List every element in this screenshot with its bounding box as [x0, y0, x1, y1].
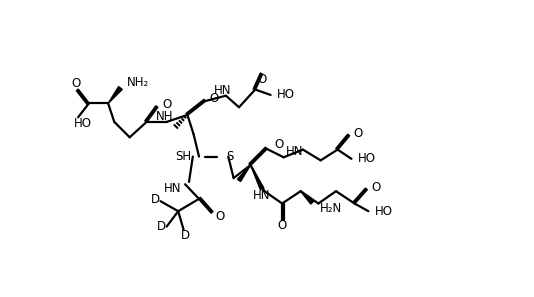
- Text: O: O: [71, 77, 81, 90]
- Text: O: O: [274, 138, 284, 151]
- Polygon shape: [250, 165, 264, 190]
- Text: D: D: [151, 193, 160, 206]
- Text: D: D: [156, 220, 166, 233]
- Text: HO: HO: [358, 152, 375, 165]
- Text: H₂N: H₂N: [320, 202, 342, 215]
- Text: HO: HO: [374, 205, 392, 218]
- Text: HN: HN: [286, 146, 303, 158]
- Polygon shape: [238, 165, 250, 181]
- Text: HN: HN: [253, 189, 270, 202]
- Text: HN: HN: [214, 84, 232, 97]
- Text: O: O: [278, 219, 287, 232]
- Text: D: D: [182, 229, 191, 241]
- Text: SH: SH: [175, 150, 191, 163]
- Text: O: O: [257, 73, 267, 86]
- Text: O: O: [354, 127, 363, 140]
- Polygon shape: [108, 86, 122, 103]
- Text: HN: HN: [164, 181, 181, 195]
- Text: O: O: [163, 98, 172, 111]
- Text: NH: NH: [156, 110, 174, 123]
- Text: S: S: [226, 150, 233, 163]
- Text: O: O: [372, 181, 381, 194]
- Text: HO: HO: [74, 117, 91, 130]
- Text: O: O: [210, 92, 219, 105]
- Polygon shape: [301, 191, 313, 204]
- Text: NH₂: NH₂: [127, 76, 149, 89]
- Text: HO: HO: [277, 89, 295, 102]
- Text: O: O: [215, 210, 224, 223]
